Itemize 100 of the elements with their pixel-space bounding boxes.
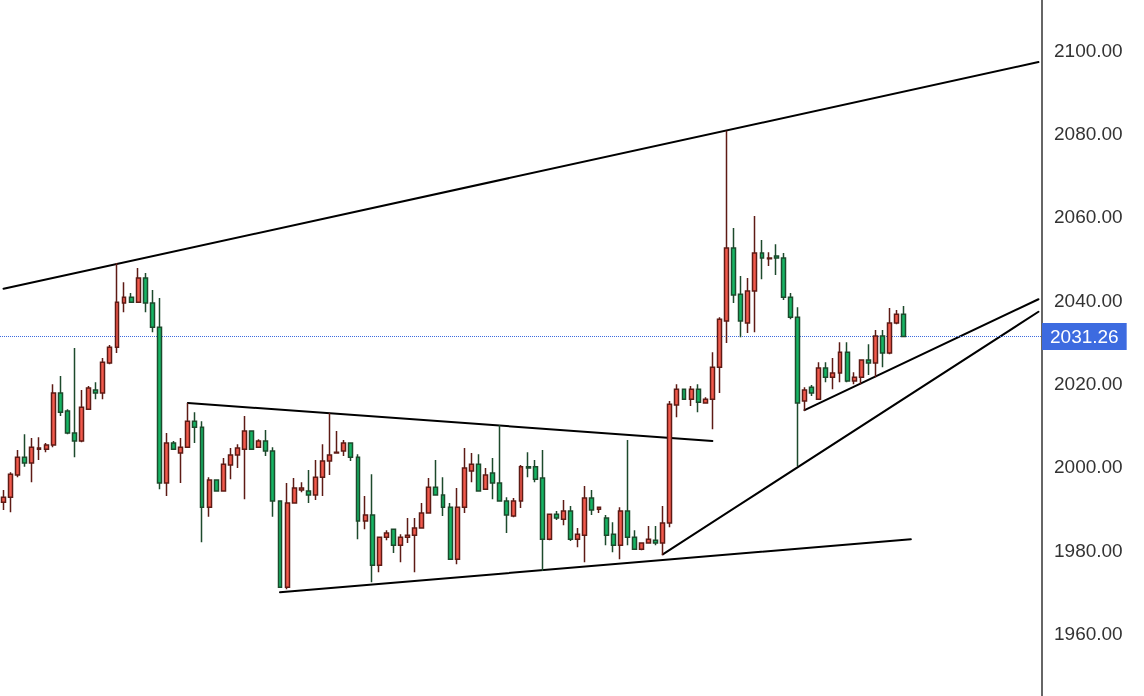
candlestick [184,402,191,448]
candlestick [468,452,475,483]
candlestick [546,513,553,541]
candlestick [751,215,758,333]
candlestick [666,400,673,528]
candlestick [248,430,255,451]
candlestick [220,457,227,492]
candlestick [454,487,461,566]
candlestick [312,459,319,501]
candlestick [114,262,120,354]
candlestick [553,510,560,521]
candlestick [269,446,276,518]
candlestick [766,251,773,267]
candlestick [383,529,390,541]
candlestick [631,529,638,551]
candlestick [50,383,57,448]
candlestick [822,361,829,383]
candlestick [284,482,291,591]
candlestick [695,383,702,413]
candlestick [723,130,730,344]
candlestick [638,542,645,551]
candlestick [489,457,496,501]
candlestick [213,479,220,492]
candlestick [475,453,482,492]
candlestick [787,292,794,320]
candlestick [879,329,886,368]
candlestick [872,329,879,378]
candlestick [829,357,836,391]
candlestick [567,505,574,542]
candlestick [610,521,617,553]
candlestick [645,525,652,544]
candlestick [518,464,524,509]
candlestick [21,433,28,468]
candlestick [794,306,801,467]
candlestick [234,443,241,469]
candlestick [865,343,872,376]
candlestick [355,453,361,541]
candlestick [532,459,539,483]
candlestick [893,309,900,325]
candlestick [808,384,815,397]
candlestick [581,485,588,563]
candlestick [574,527,581,548]
y-tick-label: 2020.00 [1054,372,1123,394]
candlestick [241,415,248,501]
candlestick [801,386,808,412]
candlestick [418,502,425,529]
candlestick [588,489,595,516]
candlestick [142,272,149,313]
candlestick [340,439,347,457]
candlestick [844,341,851,383]
y-tick-label: 2060.00 [1054,206,1123,228]
candlestick [227,447,234,481]
candlestick [539,449,546,572]
candlestick [262,429,269,457]
candlestick [106,344,113,365]
candlestick [425,477,432,514]
candlestick [347,442,354,462]
candlestick [92,381,99,401]
candlestick [305,469,312,504]
candlestick [319,443,326,497]
candlestick [759,239,765,280]
candlestick [397,533,404,563]
candlestick [447,502,454,561]
candlestick [603,514,610,546]
candlestick [737,275,744,338]
candlestick [57,375,64,417]
candlestick [837,341,843,383]
candlestick [71,347,78,458]
candlestick [326,412,333,476]
candlestick [886,307,893,355]
candlestick [135,267,142,304]
y-tick-label: 1960.00 [1054,622,1123,644]
candlestick [85,385,92,411]
ref-line-label: 2031.26 [1050,326,1119,347]
candlestick [291,477,298,504]
candlestick [14,449,21,478]
candlestick [99,357,106,401]
candlestick [432,459,439,496]
y-tick-label: 2000.00 [1054,456,1123,478]
candlestick [43,442,50,453]
candlestick [128,292,135,304]
candlestick [36,436,42,461]
candlestick [376,536,383,573]
candlestick [617,506,624,561]
candlestick [156,297,163,491]
candlestick [496,424,503,502]
candlestick [482,467,489,491]
candlestick [851,371,858,386]
candlestick [525,451,532,478]
candlestick [191,411,198,444]
candlestick [560,499,567,526]
candlestick [815,361,822,401]
candlestick [7,471,14,513]
candlestick [277,500,283,588]
candlestick [333,430,340,454]
candlestick [659,505,666,556]
candlestick [121,281,127,313]
candlestick [206,476,213,518]
candlestick [28,437,35,483]
candlestick [624,439,631,546]
